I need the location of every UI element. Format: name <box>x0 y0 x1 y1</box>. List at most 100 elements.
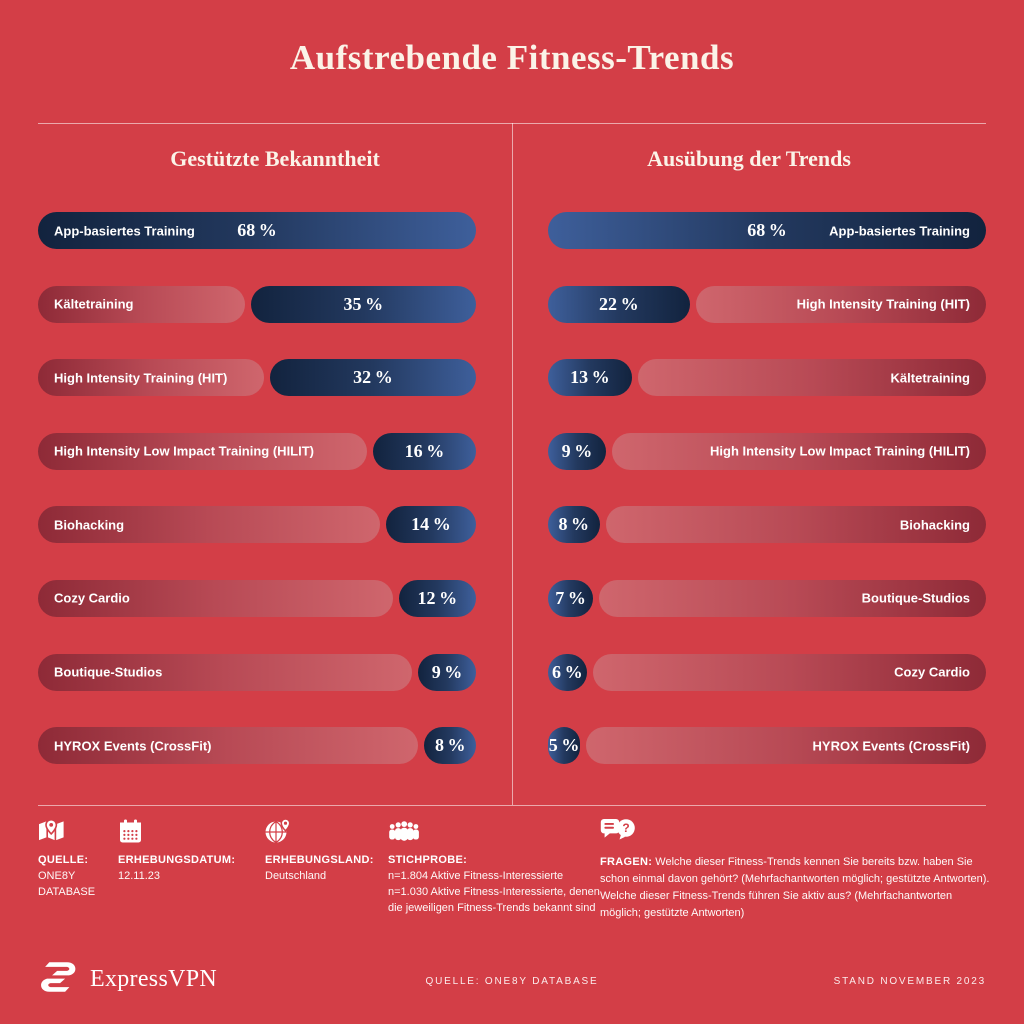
bar-row: 13 % Kältetraining <box>548 359 986 397</box>
bar-track <box>605 506 986 544</box>
bar-track <box>637 359 986 397</box>
footer-divider <box>38 805 986 806</box>
expressvpn-logo-icon <box>38 958 78 1001</box>
bar-value: 12 % <box>417 587 458 608</box>
bar-label: High Intensity Low Impact Training (HILI… <box>54 443 314 459</box>
bar-row: 8 % HYROX Events (CrossFit) <box>38 727 476 765</box>
footer-text: n=1.804 Aktive Fitness-Interessierte n=1… <box>388 870 600 914</box>
bar-row: 35 % Kältetraining <box>38 285 476 323</box>
bar-fill: 7 % <box>548 579 594 617</box>
bar-row: 16 % High Intensity Low Impact Training (… <box>38 432 476 470</box>
bar-fill: 8 % <box>548 506 600 544</box>
footer-sample-column: STICHPROBE: n=1.804 Aktive Fitness-Inter… <box>388 818 600 917</box>
bar-value: 5 % <box>548 735 580 756</box>
left-chart-title: Gestützte Bekanntheit <box>170 146 380 171</box>
bar-row: 5 % HYROX Events (CrossFit) <box>548 727 986 765</box>
bar-value: 6 % <box>552 661 583 682</box>
footer: QUELLE: ONE8Y DATABASE ERHEBUNGSDATUM: <box>0 818 1024 948</box>
footer-country-column: ERHEBUNGSLAND: Deutschland <box>265 818 385 885</box>
bar-track <box>592 653 986 691</box>
bar-row: 32 % High Intensity Training (HIT) <box>38 359 476 397</box>
bottom-bar: ExpressVPN QUELLE: ONE8Y DATABASE STAND … <box>38 952 986 1008</box>
bar-track <box>38 285 245 323</box>
bottom-stand: STAND NOVEMBER 2023 <box>833 976 986 987</box>
bar-value: 22 % <box>599 293 639 314</box>
bar-row: 9 % High Intensity Low Impact Training (H… <box>548 432 986 470</box>
people-icon <box>388 818 600 845</box>
bar-value: 68 % <box>237 220 277 240</box>
bar-fill: 9 % <box>418 653 476 691</box>
footer-label: ERHEBUNGSLAND: <box>265 854 374 866</box>
bar-track <box>38 727 419 765</box>
chat-question-icon: ? <box>600 818 992 845</box>
bar-label: Kältetraining <box>890 370 970 386</box>
footer-text: Welche dieser Fitness-Trends kennen Sie … <box>600 856 990 920</box>
bar-value: 16 % <box>404 440 445 461</box>
svg-text:?: ? <box>622 821 629 835</box>
footer-label: STICHPROBE: <box>388 854 468 866</box>
bar-value: 7 % <box>555 587 586 608</box>
bar-row: 6 % Cozy Cardio <box>548 653 986 691</box>
bar-label: Kältetraining <box>54 296 134 312</box>
bar-row: 9 % Boutique-Studios <box>38 653 476 691</box>
column-divider <box>512 123 513 805</box>
bar-track <box>586 727 986 765</box>
bar-track <box>38 653 413 691</box>
bar-fill: 14 % <box>385 506 476 544</box>
bar-value: 68 % <box>747 220 787 240</box>
bar-row: 7 % Boutique-Studios <box>548 579 986 617</box>
bar-label: App-basiertes Training <box>54 223 195 238</box>
bar-track <box>38 579 393 617</box>
bar-value: 8 % <box>434 735 466 756</box>
chart-aided-awareness: 68 % App-basiertes Training 35 % Kältetrain… <box>38 212 476 765</box>
brand: ExpressVPN <box>38 958 217 1001</box>
map-pin-icon <box>38 818 116 845</box>
bar-fill: 32 % <box>269 359 476 397</box>
bar-fill: 22 % <box>548 285 690 323</box>
footer-text: 12.11.23 <box>118 870 161 882</box>
bar-fill: 9 % <box>548 432 606 470</box>
footer-date-column: ERHEBUNGSDATUM: 12.11.23 <box>118 818 258 885</box>
bar-track <box>599 579 986 617</box>
bottom-source: QUELLE: ONE8Y DATABASE <box>425 976 599 987</box>
bar-label: Boutique-Studios <box>861 590 970 606</box>
bar-track <box>38 506 380 544</box>
bar-track <box>38 432 367 470</box>
bar-track <box>695 285 986 323</box>
chart-trend-practice: 68 % App-basiertes Training 22 % High Inten… <box>548 212 986 765</box>
bar-row: 68 % App-basiertes Training <box>548 212 986 249</box>
bar-fill: 12 % <box>398 579 476 617</box>
bar-label: App-basiertes Training <box>829 223 970 238</box>
bar-track <box>38 359 264 397</box>
bar-label: Biohacking <box>899 517 970 533</box>
footer-questions-column: ? FRAGEN: Welche dieser Fitness-Trends k… <box>600 818 992 922</box>
bar-label: High Intensity Training (HIT) <box>796 296 970 312</box>
bar-row: 68 % App-basiertes Training <box>38 212 476 249</box>
bar-label: High Intensity Low Impact Training (HILI… <box>710 443 970 459</box>
bar-value: 8 % <box>558 514 590 535</box>
bar-fill: 6 % <box>548 653 587 691</box>
bar-fill: 8 % <box>424 727 476 765</box>
bar-fill: 68 % <box>548 212 986 249</box>
bar-label: High Intensity Training (HIT) <box>54 370 228 386</box>
footer-text: ONE8Y DATABASE <box>38 870 96 898</box>
bar-value: 32 % <box>353 367 393 388</box>
bar-row: 22 % High Intensity Training (HIT) <box>548 285 986 323</box>
bar-fill: 16 % <box>372 432 476 470</box>
page-title: Aufstrebende Fitness-Trends <box>289 38 735 77</box>
bar-label: HYROX Events (CrossFit) <box>812 738 970 754</box>
calendar-icon <box>118 818 258 845</box>
bar-label: Biohacking <box>54 517 125 533</box>
bar-label: HYROX Events (CrossFit) <box>54 738 212 754</box>
bar-label: Cozy Cardio <box>54 590 130 606</box>
bar-fill: 5 % <box>548 727 581 765</box>
footer-label: QUELLE: <box>38 854 89 866</box>
bar-value: 9 % <box>561 440 593 461</box>
bar-fill: 68 % <box>38 212 476 249</box>
bar-value: 14 % <box>411 514 451 535</box>
bar-row: 14 % Biohacking <box>38 506 476 544</box>
footer-text: Deutschland <box>265 870 327 882</box>
bar-fill: 13 % <box>548 359 632 397</box>
right-chart-title: Ausübung der Trends <box>647 146 851 171</box>
